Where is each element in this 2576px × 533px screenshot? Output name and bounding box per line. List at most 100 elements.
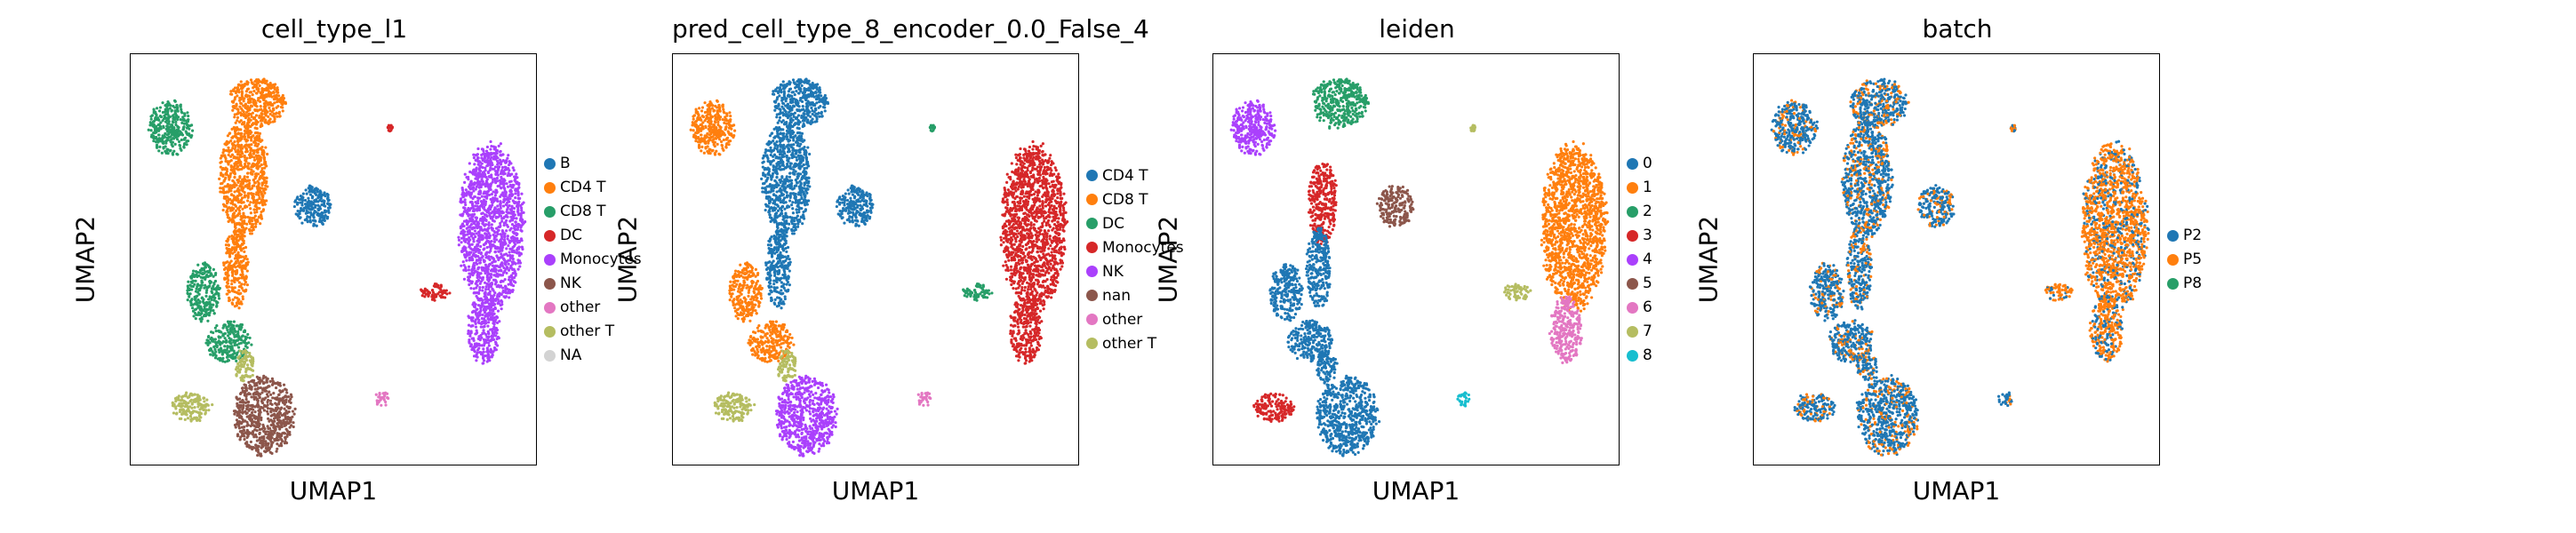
cell-point	[255, 91, 259, 95]
cell-point	[214, 330, 218, 333]
cell-point	[248, 203, 252, 207]
cell-point	[236, 197, 239, 201]
cell-point	[246, 144, 250, 147]
cell-point	[257, 81, 260, 84]
cell-point	[474, 250, 477, 253]
cell-point	[252, 184, 256, 187]
cell-point	[457, 235, 460, 239]
cell-point	[228, 173, 232, 178]
cell-point	[240, 201, 244, 204]
cell-point	[174, 135, 178, 139]
cell-point	[194, 279, 197, 282]
cell-point	[278, 115, 282, 118]
cell-point	[497, 284, 500, 289]
cell-point	[214, 354, 218, 358]
cell-point	[245, 283, 250, 287]
cell-point	[469, 183, 473, 187]
cell-point	[203, 286, 206, 290]
cell-point	[180, 402, 183, 405]
cell-point	[244, 261, 248, 265]
cell-point	[299, 206, 303, 211]
cluster-0	[147, 99, 195, 156]
cell-point	[246, 195, 250, 198]
cell-point	[262, 430, 266, 434]
cell-point	[271, 429, 275, 433]
cell-point	[485, 335, 489, 338]
cell-point	[520, 229, 524, 233]
cell-point	[507, 243, 510, 248]
cell-point	[474, 172, 477, 176]
cell-point	[508, 180, 512, 184]
cell-point	[190, 123, 194, 127]
cell-point	[468, 259, 471, 262]
cell-point	[517, 183, 521, 187]
cell-point	[268, 379, 272, 383]
cell-point	[156, 117, 160, 121]
cell-point	[251, 378, 254, 383]
cell-point	[226, 334, 230, 338]
cell-point	[254, 444, 259, 448]
cell-point	[255, 166, 259, 170]
cell-point	[473, 306, 476, 309]
cell-point	[508, 253, 512, 258]
cell-point	[481, 211, 484, 215]
cell-point	[463, 180, 467, 184]
cell-point	[478, 261, 482, 265]
cell-point	[468, 162, 471, 165]
cell-point	[489, 139, 492, 144]
cell-point	[512, 280, 516, 283]
cell-point	[258, 99, 262, 103]
cell-point	[244, 158, 247, 162]
cell-point	[233, 343, 236, 347]
cell-point	[241, 351, 244, 354]
cell-point	[214, 288, 218, 291]
cell-point	[490, 217, 493, 220]
cell-point	[494, 280, 498, 283]
cell-point	[227, 219, 230, 223]
cell-point	[499, 142, 502, 146]
cluster-4	[292, 184, 332, 227]
cell-point	[486, 171, 490, 174]
cell-point	[222, 179, 226, 183]
cell-point	[496, 232, 500, 236]
cell-point	[239, 273, 243, 277]
cell-point	[242, 97, 245, 100]
cell-point	[241, 295, 244, 298]
cell-point	[519, 216, 523, 219]
cell-point	[281, 432, 284, 435]
cell-point	[478, 288, 482, 292]
cell-point	[233, 190, 236, 194]
cell-point	[489, 347, 492, 351]
cell-point	[236, 278, 239, 282]
cell-point	[235, 353, 238, 356]
cell-point	[497, 167, 500, 171]
cell-point	[259, 378, 262, 382]
cell-point	[236, 136, 239, 139]
cell-point	[272, 91, 276, 94]
cell-point	[201, 281, 204, 284]
cell-point	[212, 274, 215, 278]
cell-point	[500, 255, 503, 259]
cell-point	[504, 284, 508, 289]
cell-point	[282, 396, 285, 400]
plot-title: cell_type_l1	[130, 14, 539, 44]
cell-point	[485, 269, 489, 273]
cell-point	[498, 179, 502, 182]
cell-point	[495, 274, 499, 277]
cell-point	[284, 401, 288, 404]
cell-point	[461, 231, 465, 235]
cell-point	[292, 412, 296, 416]
cell-point	[480, 195, 484, 198]
cell-point	[461, 212, 465, 216]
cell-point	[319, 193, 324, 196]
cell-point	[277, 410, 281, 415]
cell-point	[457, 243, 460, 247]
cell-point	[276, 424, 280, 427]
cell-point	[467, 175, 470, 179]
cell-point	[483, 217, 487, 221]
cell-point	[308, 216, 312, 219]
cell-point	[476, 199, 480, 203]
cell-point	[325, 197, 330, 201]
cell-point	[468, 238, 472, 242]
cell-point	[489, 163, 493, 167]
